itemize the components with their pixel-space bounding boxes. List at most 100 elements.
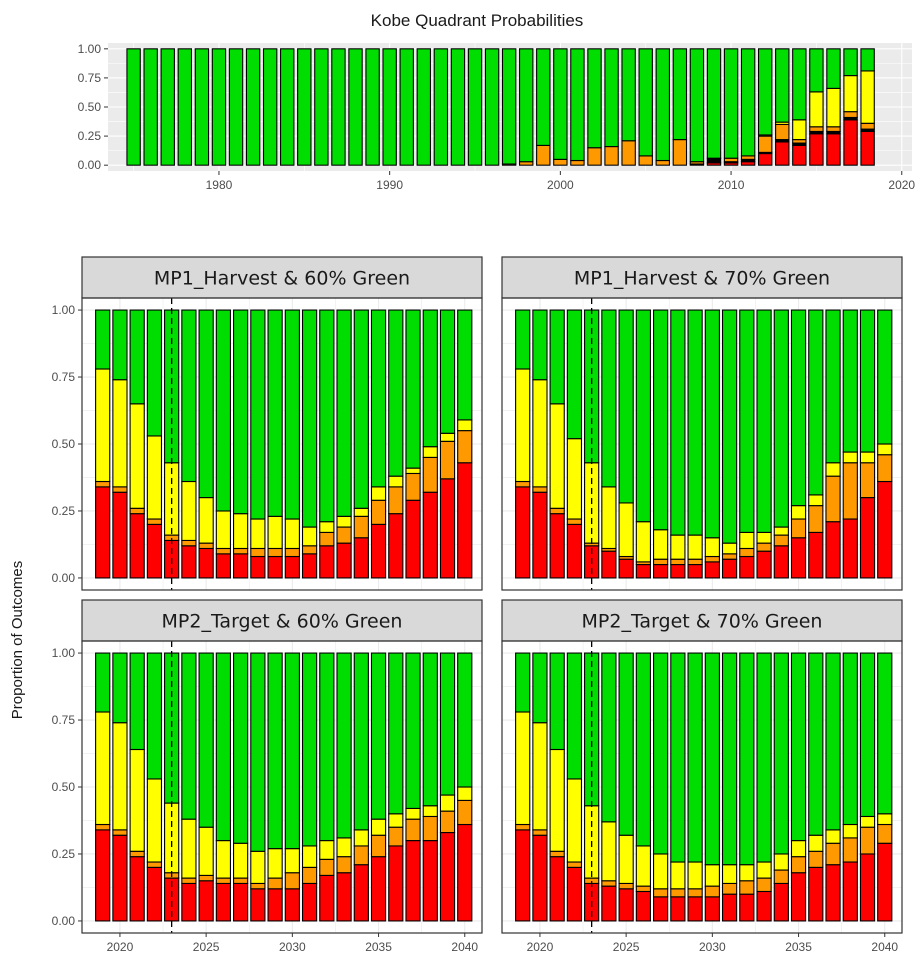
bar-segment-green <box>484 48 500 166</box>
bar-segment-orange <box>809 126 824 132</box>
bar-segment-orange <box>739 547 755 558</box>
bar-segment-green <box>95 652 111 713</box>
bar-segment-green <box>405 309 421 469</box>
bar-segment-orange <box>790 518 807 539</box>
bar-segment-orange <box>233 547 249 555</box>
bar-segment-green <box>877 652 893 815</box>
bar-segment-yellow <box>859 815 876 828</box>
x-tick-label: 2010 <box>718 178 745 192</box>
bar-segment-green <box>757 48 773 136</box>
bar-segment-orange <box>721 553 738 560</box>
bar-segment-yellow <box>826 87 841 128</box>
bar-segment-green <box>177 48 193 166</box>
bar-segment-green <box>215 309 231 512</box>
bar-segment-red <box>549 856 565 922</box>
bar-segment-orange <box>825 475 841 523</box>
bar-segment-orange <box>655 159 670 166</box>
bar-segment-orange <box>842 462 858 520</box>
bar-segment-green <box>348 48 363 166</box>
bar-segment-green <box>382 48 397 166</box>
bar-segment-orange <box>859 462 876 499</box>
bar-segment-red <box>370 523 387 579</box>
bar-segment-red <box>618 558 634 579</box>
bar-segment-green <box>112 309 128 381</box>
bar-segment-green <box>126 48 141 166</box>
bar-segment-orange <box>146 861 163 868</box>
bar-segment-green <box>843 48 858 77</box>
bar-segment-yellow <box>721 864 738 884</box>
bar-segment-green <box>319 309 335 523</box>
bar-segment-yellow <box>704 537 720 558</box>
bar-segment-red <box>439 831 456 922</box>
bar-segment-red <box>181 882 197 922</box>
bar-segment-orange <box>301 866 318 884</box>
bar-segment-red <box>112 491 128 579</box>
x-tick-label: 2035 <box>785 940 812 954</box>
bar-segment-red <box>95 486 111 579</box>
bar-segment-yellow <box>532 379 548 488</box>
bar-segment-green <box>422 652 438 807</box>
chart-panel-2: MP1_Harvest & 70% Green <box>501 256 903 591</box>
bar-segment-red <box>756 550 772 579</box>
chart-panel-1: MP1_Harvest & 60% Green 0.00 0.25 0.50 0.75 1… <box>52 256 483 591</box>
bar-segment-yellow <box>250 850 266 884</box>
bar-segment-green <box>515 309 531 370</box>
x-tick-label: 2035 <box>365 940 392 954</box>
bar-segment-green <box>336 309 352 517</box>
bar-segment-orange <box>250 547 266 558</box>
bar-segment-yellow <box>773 853 789 871</box>
bar-segment-red <box>721 558 738 579</box>
bar-segment-red <box>250 888 266 922</box>
bar-segment-red <box>653 896 669 922</box>
bar-segment-green <box>792 48 807 121</box>
bar-segment-green <box>250 652 266 852</box>
bar-segment-orange <box>635 885 651 893</box>
bar-segment-green <box>739 309 755 533</box>
bar-segment-yellow <box>739 864 755 882</box>
bar-segment-orange <box>388 826 404 847</box>
bar-segment-yellow <box>739 531 755 550</box>
bar-segment-green <box>704 309 720 539</box>
bar-segment-yellow <box>284 518 300 550</box>
bar-segment-green <box>601 652 617 823</box>
bar-segment-green <box>621 48 636 142</box>
bar-segment-green <box>860 48 875 72</box>
bar-segment-orange <box>336 526 352 544</box>
bar-segment-yellow <box>618 834 634 884</box>
bar-segment-green <box>112 652 128 724</box>
bar-segment-green <box>181 652 197 820</box>
x-tick-label: 2020 <box>888 178 915 192</box>
y-tick-label: 0.00 <box>52 914 76 928</box>
bar-segment-yellow <box>215 840 231 879</box>
bar-segment-red <box>739 555 755 579</box>
bar-segment-yellow <box>336 515 352 528</box>
bar-segment-green <box>842 309 858 453</box>
bar-segment-green <box>388 309 404 477</box>
bar-segment-green <box>740 48 756 157</box>
y-tick-label: 1.00 <box>52 303 76 317</box>
bar-segment-orange <box>790 856 807 874</box>
bar-segment-green <box>635 309 651 523</box>
bar-segment-green <box>160 48 175 166</box>
bar-segment-yellow <box>601 486 617 550</box>
bar-segment-red <box>233 553 249 579</box>
bar-segment-orange <box>95 823 111 831</box>
bar-segment-red <box>792 144 807 166</box>
x-tick-label: 2020 <box>527 940 554 954</box>
bar-segment-red <box>215 553 231 579</box>
bar-segment-red <box>336 872 352 922</box>
bar-segment-green <box>756 652 772 863</box>
bar-segment-orange <box>181 877 197 884</box>
bar-segment-green <box>549 652 565 751</box>
bar-segment-green <box>399 48 414 166</box>
bar-segment-orange <box>773 534 789 547</box>
x-tick-label: 2030 <box>699 940 726 954</box>
bar-segment-yellow <box>877 443 893 456</box>
x-tick-label: 2025 <box>613 940 640 954</box>
bar-segment-orange <box>215 877 231 884</box>
bar-segment-orange <box>825 842 841 866</box>
bar-segment-yellow <box>721 542 738 555</box>
bar-segment-orange <box>566 861 583 868</box>
bar-segment-green <box>319 652 335 842</box>
